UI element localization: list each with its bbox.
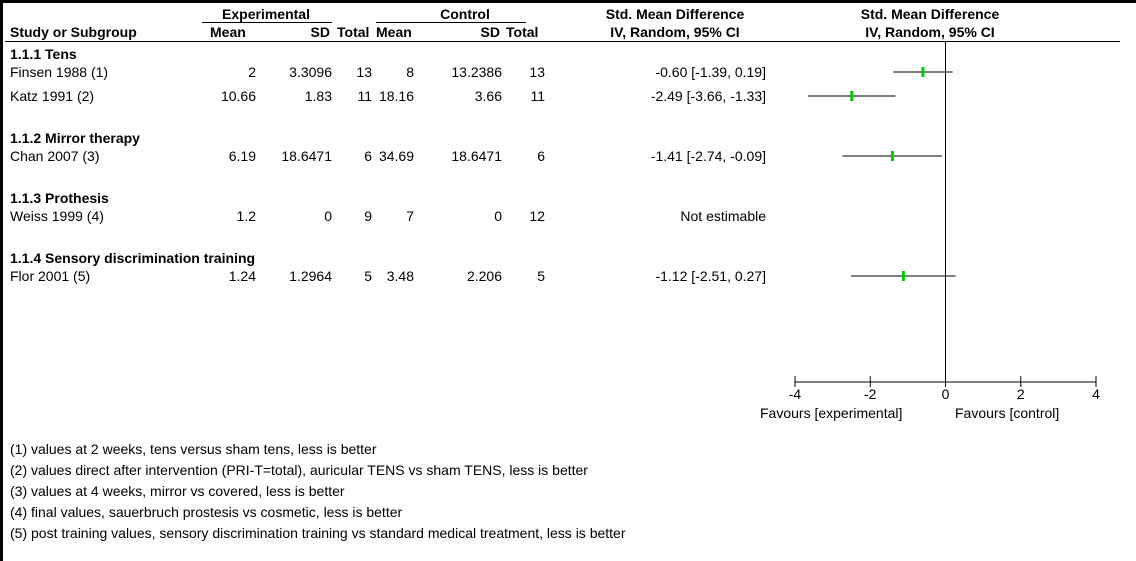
experimental-underline	[202, 22, 332, 23]
exp-sd-cell: 18.6471	[281, 148, 332, 164]
plot-method-header: IV, Random, 95% CI	[865, 24, 995, 40]
header-rule	[5, 41, 1120, 42]
exp-total-header: Total	[337, 24, 370, 40]
exp-total-cell: 11	[357, 88, 372, 104]
x-tick-label: -4	[789, 386, 802, 402]
exp-mean-cell: 1.24	[228, 268, 256, 284]
ctl-sd-cell: 0	[494, 208, 502, 224]
control-underline	[376, 22, 526, 23]
exp-sd-cell: 1.2964	[289, 268, 332, 284]
favours-experimental-label: Favours [experimental]	[760, 405, 903, 421]
effect-cell: Not estimable	[680, 208, 766, 224]
study-name: Weiss 1999 (4)	[10, 208, 104, 224]
exp-mean-cell: 2	[248, 64, 256, 80]
study-name: Katz 1991 (2)	[10, 88, 95, 104]
favours-control-label: Favours [control]	[955, 405, 1060, 421]
ctl-total-cell: 6	[537, 148, 545, 164]
footnote: (3) values at 4 weeks, mirror vs covered…	[10, 483, 345, 499]
ctl-sd-cell: 2.206	[466, 268, 502, 284]
exp-sd-cell: 0	[324, 208, 332, 224]
exp-mean-cell: 1.2	[236, 208, 256, 224]
ctl-total-cell: 5	[537, 268, 545, 284]
subgroup-title: 1.1.3 Prothesis	[10, 190, 109, 206]
exp-sd-cell: 3.3096	[289, 64, 332, 80]
footnote: (4) final values, sauerbruch prostesis v…	[10, 504, 403, 520]
ctl-mean-cell: 3.48	[386, 268, 414, 284]
smd-method-header: IV, Random, 95% CI	[610, 24, 740, 40]
footnote: (2) values direct after intervention (PR…	[10, 462, 588, 478]
subgroup-title: 1.1.1 Tens	[10, 46, 77, 62]
effect-cell: -2.49 [-3.66, -1.33]	[650, 88, 766, 104]
ctl-sd-cell: 13.2386	[451, 64, 502, 80]
ctl-mean-cell: 8	[406, 64, 414, 80]
exp-sd-header: SD	[310, 24, 330, 40]
ctl-sd-cell: 18.6471	[451, 148, 502, 164]
ctl-mean-cell: 34.69	[378, 148, 414, 164]
ctl-mean-cell: 7	[406, 208, 414, 224]
ctl-sd-header: SD	[480, 24, 500, 40]
study-name: Flor 2001 (5)	[10, 268, 91, 284]
ctl-total-cell: 12	[529, 208, 545, 224]
exp-total-cell: 6	[364, 148, 372, 164]
effect-cell: -0.60 [-1.39, 0.19]	[655, 64, 766, 80]
top-border	[0, 0, 1136, 3]
control-header: Control	[440, 6, 490, 22]
x-tick-label: -2	[864, 386, 877, 402]
exp-mean-cell: 10.66	[220, 88, 256, 104]
effect-cell: -1.41 [-2.74, -0.09]	[650, 148, 766, 164]
exp-mean-cell: 6.19	[228, 148, 256, 164]
ctl-sd-cell: 3.66	[474, 88, 502, 104]
x-tick-label: 0	[942, 386, 950, 402]
exp-total-cell: 5	[364, 268, 372, 284]
ctl-total-cell: 11	[530, 88, 545, 104]
exp-mean-header: Mean	[210, 24, 246, 40]
subgroup-title: 1.1.4 Sensory discrimination training	[10, 250, 256, 266]
subgroup-title: 1.1.2 Mirror therapy	[10, 130, 140, 146]
ctl-total-cell: 13	[529, 64, 545, 80]
x-tick-label: 4	[1092, 386, 1100, 402]
x-tick-label: 2	[1017, 386, 1025, 402]
experimental-header: Experimental	[222, 6, 310, 22]
study-name: Finsen 1988 (1)	[10, 64, 109, 80]
footnote: (1) values at 2 weeks, tens versus sham …	[10, 441, 377, 457]
effect-cell: -1.12 [-2.51, 0.27]	[655, 268, 766, 284]
smd-header: Std. Mean Difference	[605, 6, 745, 22]
ctl-mean-header: Mean	[376, 24, 412, 40]
exp-total-cell: 9	[364, 208, 372, 224]
study-col-header: Study or Subgroup	[10, 24, 137, 40]
ctl-mean-cell: 18.16	[378, 88, 414, 104]
left-border	[0, 0, 3, 561]
exp-total-cell: 13	[356, 64, 372, 80]
study-name: Chan 2007 (3)	[10, 148, 100, 164]
footnote: (5) post training values, sensory discri…	[10, 525, 626, 541]
plot-title: Std. Mean Difference	[860, 6, 1000, 22]
exp-sd-cell: 1.83	[304, 88, 332, 104]
ctl-total-header: Total	[506, 24, 539, 40]
